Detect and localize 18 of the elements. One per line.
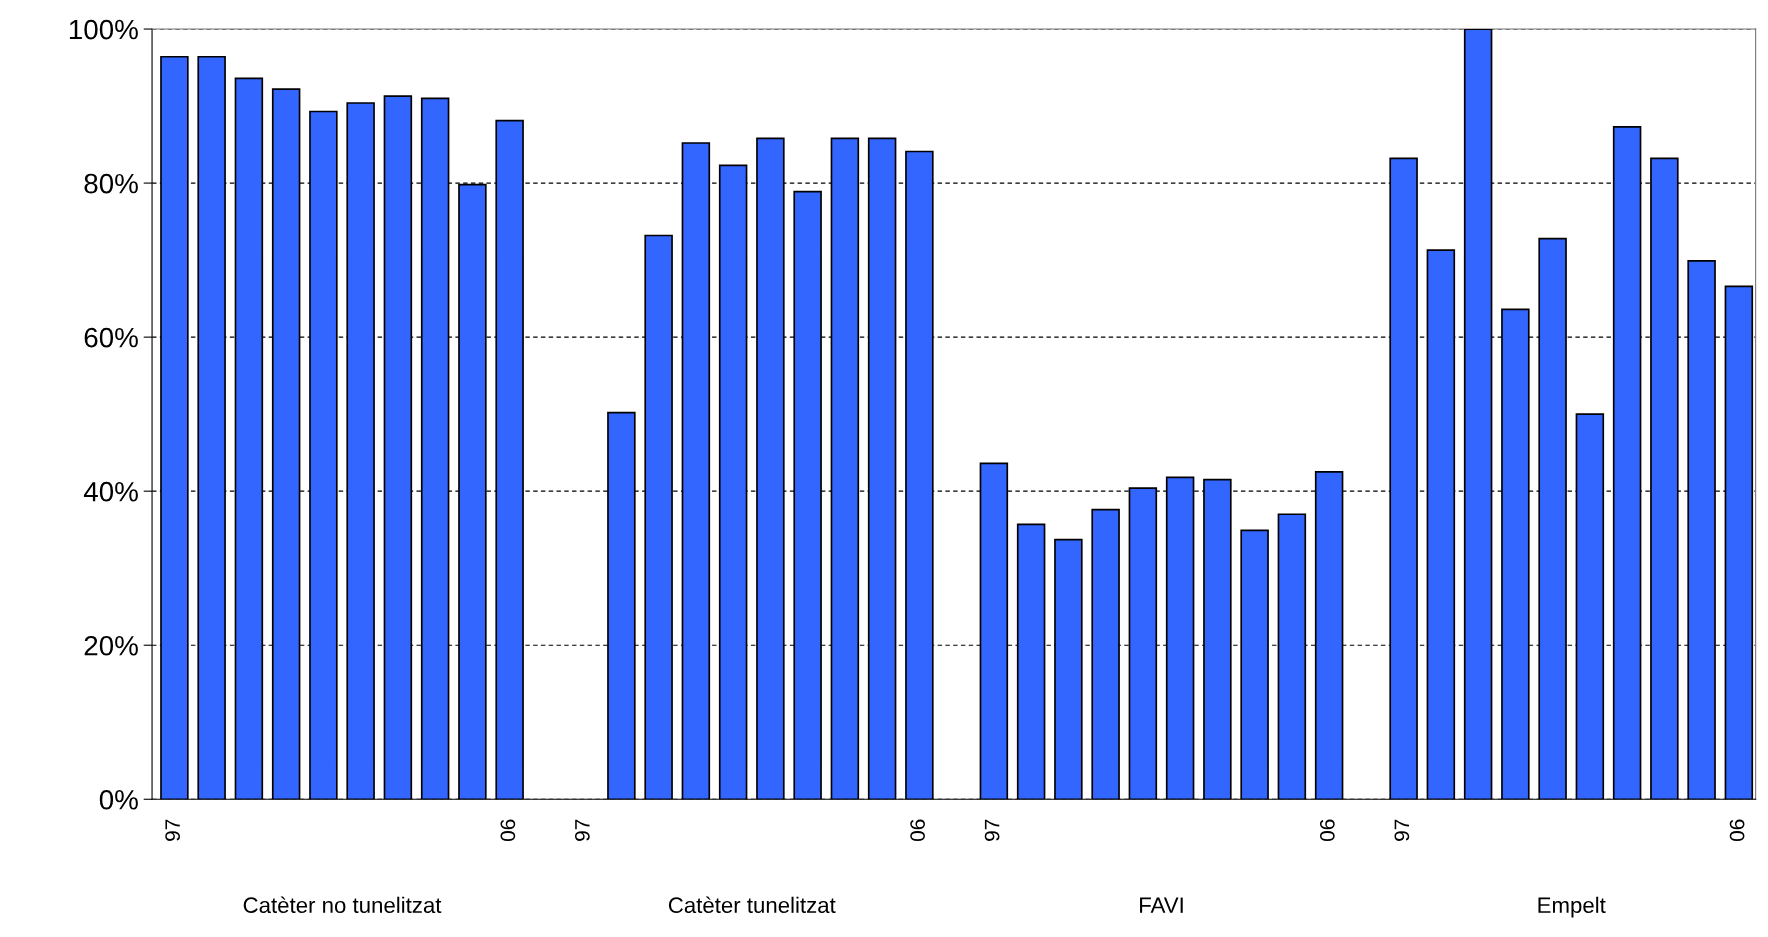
y-tick-label: 60% (84, 327, 138, 348)
x-tick-label: 97 (1394, 819, 1410, 841)
x-tick-label: 97 (984, 819, 1000, 841)
text: FAVI (1140, 897, 1183, 913)
y-tick-label: 80% (84, 173, 138, 194)
text: Catèter no tunelitzat (243, 896, 442, 914)
text: Catèter tunelitzat (668, 896, 836, 914)
x-tick-label: 06 (910, 819, 925, 842)
y-tick-label: 100% (69, 19, 138, 40)
x-tick-label: 97 (165, 819, 180, 841)
y-tick-label: 0% (99, 789, 138, 810)
text: Empelt (1538, 896, 1606, 918)
x-tick-label: 97 (574, 819, 590, 841)
x-tick-label: 06 (1729, 819, 1745, 842)
y-tick-label: 20% (84, 635, 138, 656)
x-tick-label: 06 (1319, 819, 1335, 842)
x-tick-label: 06 (500, 819, 516, 842)
y-tick-label: 40% (83, 481, 138, 502)
